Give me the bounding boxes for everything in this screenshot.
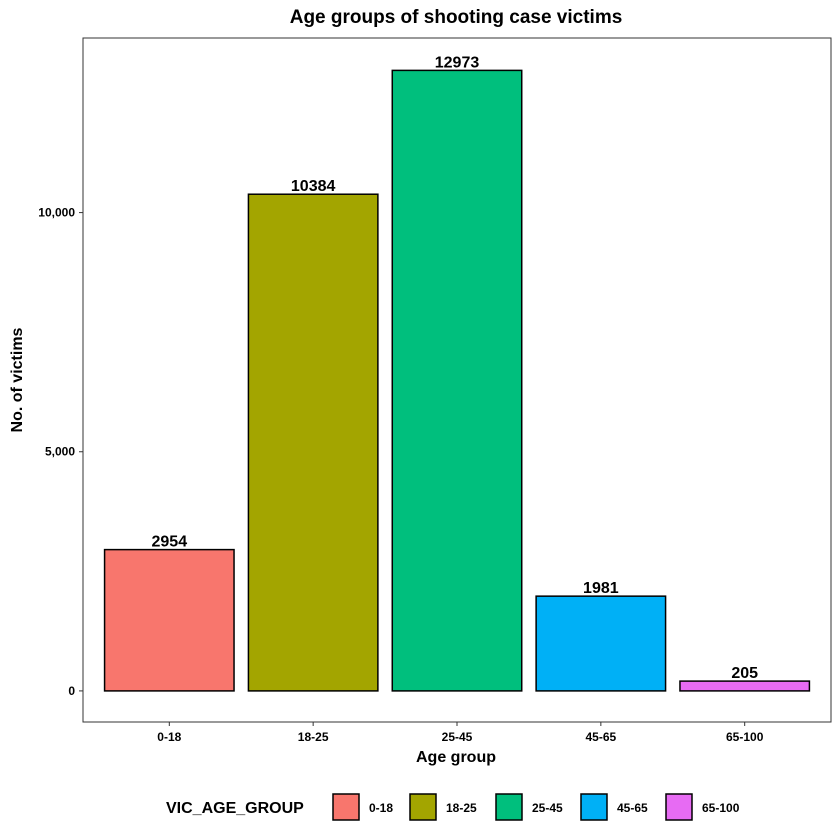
- legend-key-45-65: [580, 793, 608, 821]
- x-tick-label: 65-100: [726, 730, 764, 744]
- legend-title: VIC_AGE_GROUP: [166, 800, 304, 817]
- y-tick-label: 10,000: [38, 206, 75, 220]
- legend-key-0-18: [332, 793, 360, 821]
- legend-label: 0-18: [369, 801, 393, 815]
- legend-key-18-25: [409, 793, 437, 821]
- legend-label: 45-65: [617, 801, 648, 815]
- x-axis: 0-18 18-25 25-45 45-65 65-100: [157, 722, 764, 744]
- bar-45-65: [535, 595, 667, 692]
- legend-label: 25-45: [532, 801, 563, 815]
- bars: 2954 10384 12973 1981 205: [103, 54, 811, 692]
- bar-value-label: 205: [731, 665, 758, 682]
- bar-value-label: 2954: [152, 534, 188, 551]
- legend-key-25-45: [495, 793, 523, 821]
- y-tick-label: 5,000: [45, 445, 75, 459]
- bar-25-45: [391, 69, 523, 692]
- x-tick-label: 45-65: [585, 730, 616, 744]
- x-tick-label: 0-18: [157, 730, 181, 744]
- bar-value-label: 12973: [435, 54, 480, 71]
- x-tick-label: 18-25: [298, 730, 329, 744]
- legend: VIC_AGE_GROUP 0-18 18-25 25-45 45-65 65-100: [166, 793, 740, 821]
- y-axis-label: No. of victims: [9, 327, 26, 432]
- legend-key-65-100: [665, 793, 693, 821]
- y-tick-label: 0: [68, 684, 75, 698]
- bar-18-25: [247, 193, 379, 692]
- bar-value-label: 1981: [583, 580, 619, 597]
- x-tick-label: 25-45: [442, 730, 473, 744]
- chart-title: Age groups of shooting case victims: [290, 7, 623, 28]
- legend-label: 65-100: [702, 801, 740, 815]
- bar-65-100: [679, 680, 811, 692]
- bar-0-18: [103, 548, 235, 692]
- legend-label: 18-25: [446, 801, 477, 815]
- x-axis-label: Age group: [416, 749, 496, 766]
- bar-value-label: 10384: [291, 178, 336, 195]
- y-axis: 0 5,000 10,000: [38, 206, 83, 698]
